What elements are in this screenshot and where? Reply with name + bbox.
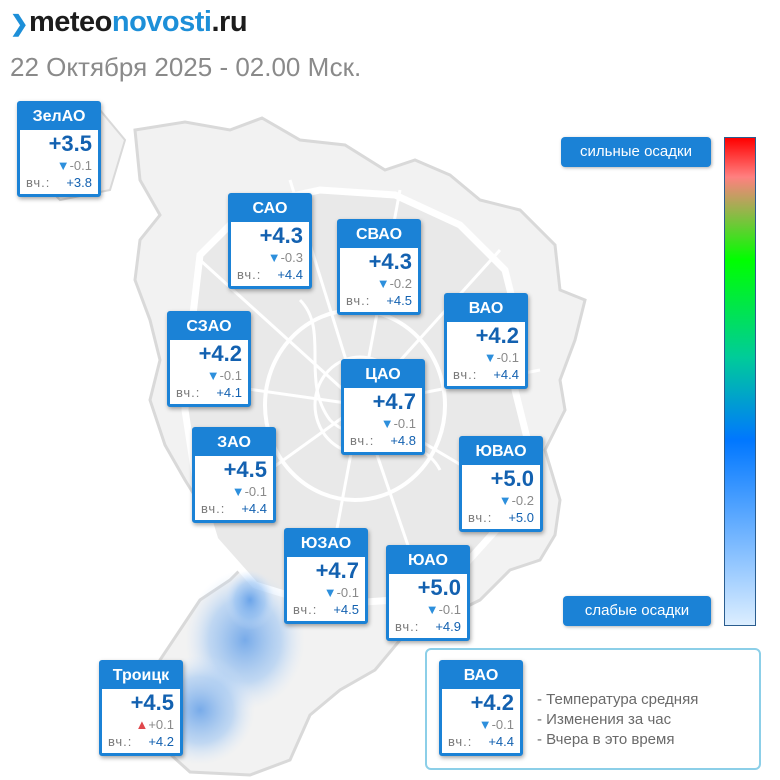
district-card: ЗелАО +3.5 ▼-0.1 вч.: +3.8 [17,101,101,197]
district-yesterday: +4.1 [216,385,242,400]
legend-item: - Температура средняя [537,691,699,708]
district-yesterday: +5.0 [508,510,534,525]
district-card: ЦАО +4.7 ▼-0.1 вч.: +4.8 [341,359,425,455]
site-logo[interactable]: ❯meteonovosti.ru [10,6,248,39]
district-yesterday: +4.4 [277,267,303,282]
district-temp: +4.3 [368,249,412,274]
district-change: -0.1 [219,368,242,383]
district-name: ЗелАО [20,104,98,130]
yesterday-label: вч.: [108,734,133,749]
district-temp: +4.2 [470,690,514,715]
district-temp: +4.3 [259,223,303,248]
district-temp: +4.5 [130,690,174,715]
district-change: -0.1 [496,350,519,365]
arrow-down-icon: ▼ [483,350,497,365]
yesterday-label: вч.: [453,367,478,382]
district-yesterday: +4.8 [390,433,416,448]
district-card: САО +4.3 ▼-0.3 вч.: +4.4 [228,193,312,289]
district-name: ЗАО [195,430,273,456]
logo-text-tld: .ru [211,6,248,38]
yesterday-label: вч.: [201,501,226,516]
district-name: СВАО [340,222,418,248]
district-temp: +4.7 [315,558,359,583]
district-yesterday: +4.4 [488,734,514,749]
district-change: -0.1 [491,717,514,732]
district-card: ЮВАО +5.0 ▼-0.2 вч.: +5.0 [459,436,543,532]
yesterday-label: вч.: [26,175,51,190]
district-card: СЗАО +4.2 ▼-0.1 вч.: +4.1 [167,311,251,407]
district-temp: +4.5 [223,457,267,482]
district-name: ВАО [442,663,520,689]
district-change: -0.1 [393,416,416,431]
district-change: -0.2 [389,276,412,291]
legend-list: - Температура средняя - Изменения за час… [537,690,698,750]
arrow-up-icon: ▲ [135,717,149,732]
district-temp: +4.2 [198,341,242,366]
district-yesterday: +4.4 [493,367,519,382]
arrow-down-icon: ▼ [425,602,439,617]
district-change: -0.2 [511,493,534,508]
yesterday-label: вч.: [350,433,375,448]
yesterday-label: вч.: [293,602,318,617]
district-yesterday: +4.9 [435,619,461,634]
district-change: -0.1 [69,158,92,173]
district-yesterday: +3.8 [66,175,92,190]
district-yesterday: +4.4 [241,501,267,516]
arrow-down-icon: ▼ [376,276,390,291]
district-card: ЮАО +5.0 ▼-0.1 вч.: +4.9 [386,545,470,641]
arrow-down-icon: ▼ [323,585,337,600]
logo-text-bold: novosti [111,6,212,38]
yesterday-label: вч.: [176,385,201,400]
logo-text-main: meteo [28,6,112,38]
precip-color-scale [724,137,756,626]
district-name: ЮВАО [462,439,540,465]
district-temp: +4.2 [475,323,519,348]
district-yesterday: +4.2 [148,734,174,749]
yesterday-label: вч.: [237,267,262,282]
district-yesterday: +4.5 [333,602,359,617]
district-card: ЮЗАО +4.7 ▼-0.1 вч.: +4.5 [284,528,368,624]
arrow-down-icon: ▼ [267,250,281,265]
district-temp: +5.0 [417,575,461,600]
district-name: ЮЗАО [287,531,365,557]
precip-blob [225,570,275,630]
legend-example-card: ВАО +4.2 ▼-0.1 вч.: +4.4 [439,660,523,756]
legend-box: ВАО +4.2 ▼-0.1 вч.: +4.4 - Температура ср… [425,648,761,770]
yesterday-label: вч.: [468,510,493,525]
yesterday-label: вч.: [395,619,420,634]
district-change: -0.3 [280,250,303,265]
district-name: САО [231,196,309,222]
district-name: ЦАО [344,362,422,388]
district-change: -0.1 [438,602,461,617]
district-change: -0.1 [244,484,267,499]
heavy-precip-label: сильные осадки [561,137,711,167]
district-name: СЗАО [170,314,248,340]
district-card: СВАО +4.3 ▼-0.2 вч.: +4.5 [337,219,421,315]
arrow-down-icon: ▼ [380,416,394,431]
light-precip-label: слабые осадки [563,596,711,626]
yesterday-label: вч.: [448,734,473,749]
datetime-label: 22 Октября 2025 - 02.00 Мск. [10,52,362,82]
district-yesterday: +4.5 [386,293,412,308]
district-change: +0.1 [148,717,174,732]
legend-item: - Изменения за час [537,711,672,728]
arrow-down-icon: ▼ [56,158,70,173]
district-temp: +5.0 [490,466,534,491]
district-card: Троицк +4.5 ▲+0.1 вч.: +4.2 [99,660,183,756]
district-temp: +4.7 [372,389,416,414]
district-change: -0.1 [336,585,359,600]
district-card: ЗАО +4.5 ▼-0.1 вч.: +4.4 [192,427,276,523]
arrow-down-icon: ▼ [206,368,220,383]
district-card: ВАО +4.2 ▼-0.1 вч.: +4.4 [444,293,528,389]
legend-item: - Вчера в это время [537,731,675,748]
district-temp: +3.5 [48,131,92,156]
arrow-down-icon: ▼ [478,717,492,732]
logo-mark-icon: ❯ [10,11,28,36]
arrow-down-icon: ▼ [231,484,245,499]
district-name: Троицк [102,663,180,689]
yesterday-label: вч.: [346,293,371,308]
district-name: ВАО [447,296,525,322]
arrow-down-icon: ▼ [498,493,512,508]
district-name: ЮАО [389,548,467,574]
